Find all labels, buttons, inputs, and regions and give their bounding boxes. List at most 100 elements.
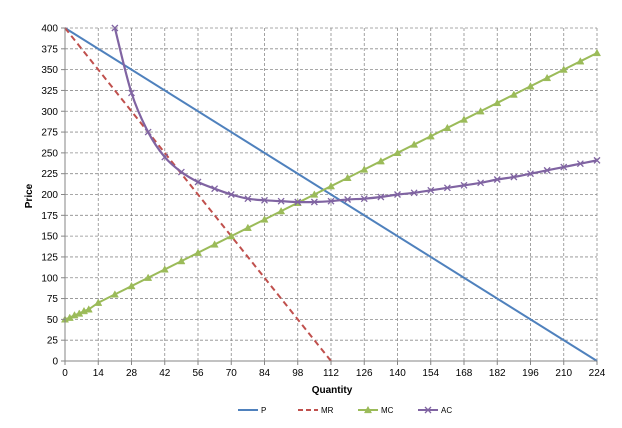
data-point-mc — [177, 256, 186, 265]
x-tick-label: 84 — [259, 368, 271, 379]
data-point-ac — [593, 156, 601, 164]
tick-labels: 0 14 28 42 56 70 84 98 112 126 140 154 168 182 196 210 2… — [41, 24, 605, 380]
data-point-mc — [110, 290, 119, 298]
x-tick-label: 182 — [489, 368, 506, 379]
y-axis-title: Price — [24, 183, 35, 208]
data-point-mc — [193, 248, 203, 256]
data-point-mc — [310, 190, 319, 198]
data-point-mc — [592, 48, 602, 57]
x-tick-label: 168 — [456, 368, 473, 379]
data-point-ac — [377, 193, 385, 201]
legend: P MR MC AC — [238, 405, 452, 415]
x-tick-label: 224 — [589, 368, 606, 379]
y-tick-label: 100 — [41, 273, 58, 284]
data-point-ac — [211, 185, 219, 193]
series-p — [64, 27, 598, 362]
data-point-mc — [543, 73, 552, 82]
data-point-mc — [459, 115, 469, 123]
series-ac — [111, 24, 601, 206]
data-point-ac — [443, 184, 451, 192]
data-point-ac — [111, 24, 119, 32]
y-tick-label: 375 — [41, 44, 58, 55]
legend-marker-mc — [363, 405, 373, 414]
data-point-mc — [376, 157, 385, 165]
y-tick-label: 25 — [47, 336, 59, 347]
data-point-ac — [360, 195, 368, 203]
x-tick-label: 112 — [323, 368, 339, 379]
y-tick-label: 75 — [47, 294, 59, 305]
x-tick-label: 0 — [62, 368, 68, 379]
y-tick-label: 0 — [52, 357, 58, 368]
data-point-ac — [477, 179, 485, 187]
data-point-mc — [260, 215, 269, 223]
series-layer — [60, 24, 602, 362]
data-point-ac — [261, 196, 268, 204]
data-point-mc — [576, 57, 585, 65]
data-point-ac — [294, 198, 302, 206]
data-point-mc — [343, 173, 352, 181]
y-tick-label: 275 — [41, 128, 58, 139]
legend-label-mr: MR — [321, 406, 334, 415]
data-point-ac — [277, 197, 285, 205]
data-point-ac — [310, 198, 318, 206]
legend-marker-ac — [424, 406, 432, 414]
data-point-ac — [161, 153, 169, 161]
series-mr — [64, 27, 332, 362]
y-tick-label: 300 — [41, 107, 58, 118]
x-tick-label: 14 — [93, 368, 105, 379]
data-point-ac — [527, 170, 534, 178]
data-point-mc — [84, 305, 93, 313]
data-point-ac — [410, 189, 418, 197]
data-point-mc — [94, 298, 103, 306]
data-point-mc — [227, 232, 236, 240]
data-point-ac — [244, 195, 252, 203]
data-point-mc — [160, 265, 169, 273]
data-point-mc — [493, 98, 502, 107]
y-tick-label: 325 — [41, 86, 58, 97]
x-tick-label: 56 — [192, 368, 204, 379]
x-tick-label: 154 — [422, 368, 439, 379]
legend-item-mc: MC — [358, 405, 394, 415]
data-point-ac — [543, 166, 551, 174]
legend-item-ac: AC — [418, 406, 452, 415]
data-point-mc — [127, 281, 136, 290]
data-point-ac — [227, 191, 235, 198]
data-point-mc — [426, 132, 435, 140]
data-point-mc — [243, 223, 252, 231]
legend-item-p: P — [238, 406, 266, 415]
data-point-ac — [128, 89, 135, 97]
legend-label-ac: AC — [441, 406, 452, 415]
series-line-mr — [64, 27, 332, 362]
data-point-ac — [460, 181, 468, 189]
data-point-mc — [326, 182, 336, 190]
data-point-mc — [526, 82, 535, 90]
y-tick-label: 150 — [41, 232, 58, 243]
data-point-ac — [144, 128, 152, 136]
data-point-ac — [560, 163, 568, 171]
data-point-mc — [559, 65, 568, 73]
axes — [61, 27, 598, 365]
data-point-ac — [576, 160, 584, 168]
data-point-mc — [277, 207, 286, 215]
x-tick-label: 70 — [226, 368, 238, 379]
y-tick-label: 250 — [41, 148, 58, 159]
data-point-mc — [410, 140, 419, 148]
x-tick-label: 98 — [292, 368, 304, 379]
data-point-ac — [427, 186, 435, 194]
y-tick-label: 200 — [41, 190, 58, 201]
y-tick-label: 225 — [41, 169, 58, 180]
data-point-ac — [194, 178, 202, 186]
y-tick-label: 350 — [41, 65, 58, 76]
x-tick-label: 42 — [159, 368, 171, 379]
data-point-mc — [509, 90, 518, 98]
legend-label-mc: MC — [381, 406, 394, 415]
data-point-mc — [144, 273, 153, 281]
data-point-mc — [360, 165, 369, 173]
data-point-mc — [476, 107, 485, 115]
x-tick-label: 140 — [389, 368, 406, 379]
data-point-ac — [344, 196, 352, 203]
data-point-mc — [210, 240, 219, 248]
data-point-ac — [394, 191, 401, 198]
